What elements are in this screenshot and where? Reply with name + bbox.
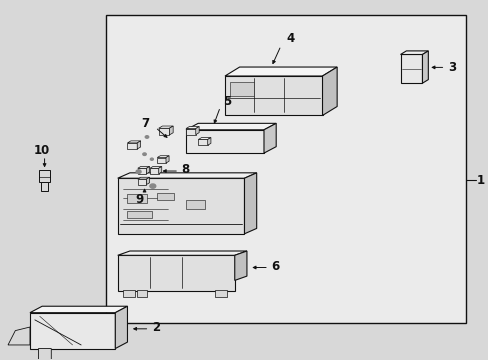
Polygon shape (195, 126, 199, 135)
Polygon shape (137, 141, 141, 149)
Polygon shape (198, 139, 207, 145)
Text: 9: 9 (135, 193, 143, 206)
Polygon shape (400, 54, 422, 83)
Polygon shape (244, 173, 256, 234)
Polygon shape (146, 177, 149, 185)
Bar (122, 290, 135, 297)
Polygon shape (264, 123, 276, 153)
Polygon shape (127, 143, 137, 149)
Bar (137, 290, 147, 297)
Polygon shape (157, 156, 169, 158)
Polygon shape (118, 255, 234, 291)
Bar (105, 15, 466, 323)
Text: 5: 5 (223, 95, 230, 108)
Polygon shape (185, 123, 276, 130)
Polygon shape (169, 126, 173, 135)
Polygon shape (185, 126, 199, 129)
Polygon shape (8, 327, 30, 345)
Polygon shape (157, 158, 165, 163)
Polygon shape (138, 177, 149, 179)
Circle shape (150, 158, 153, 160)
Circle shape (142, 153, 146, 156)
Bar (127, 194, 147, 203)
Text: 2: 2 (152, 321, 160, 334)
Polygon shape (185, 130, 264, 153)
Bar (39, 170, 50, 182)
Polygon shape (224, 67, 336, 76)
Polygon shape (165, 156, 169, 163)
Polygon shape (150, 168, 158, 174)
Text: 4: 4 (285, 32, 294, 45)
Polygon shape (422, 51, 427, 83)
Polygon shape (207, 138, 210, 145)
Bar (127, 211, 152, 218)
Polygon shape (150, 166, 162, 168)
Polygon shape (400, 51, 427, 54)
Polygon shape (118, 178, 244, 234)
Polygon shape (138, 166, 149, 168)
Polygon shape (158, 128, 169, 135)
Circle shape (136, 170, 141, 174)
Polygon shape (234, 251, 246, 280)
Bar (215, 290, 227, 297)
Bar (41, 182, 48, 192)
Polygon shape (198, 138, 210, 139)
Polygon shape (146, 166, 149, 174)
Text: 8: 8 (181, 163, 189, 176)
Text: 7: 7 (141, 117, 149, 130)
Polygon shape (158, 166, 162, 174)
Bar (185, 200, 205, 209)
Polygon shape (127, 141, 141, 143)
Polygon shape (118, 173, 256, 178)
Circle shape (145, 136, 148, 138)
Bar (229, 82, 254, 96)
Text: 6: 6 (271, 260, 279, 273)
Polygon shape (158, 126, 173, 128)
Polygon shape (115, 306, 127, 348)
Polygon shape (322, 67, 336, 116)
Circle shape (150, 184, 156, 188)
Bar (157, 193, 173, 201)
Polygon shape (185, 129, 195, 135)
Polygon shape (224, 76, 322, 116)
Polygon shape (30, 313, 115, 348)
Polygon shape (30, 306, 127, 313)
Polygon shape (39, 348, 51, 360)
Polygon shape (138, 168, 146, 174)
Polygon shape (118, 251, 246, 255)
Text: 1: 1 (476, 174, 484, 186)
Text: 10: 10 (34, 144, 50, 157)
Text: 3: 3 (447, 61, 455, 74)
Polygon shape (138, 179, 146, 185)
